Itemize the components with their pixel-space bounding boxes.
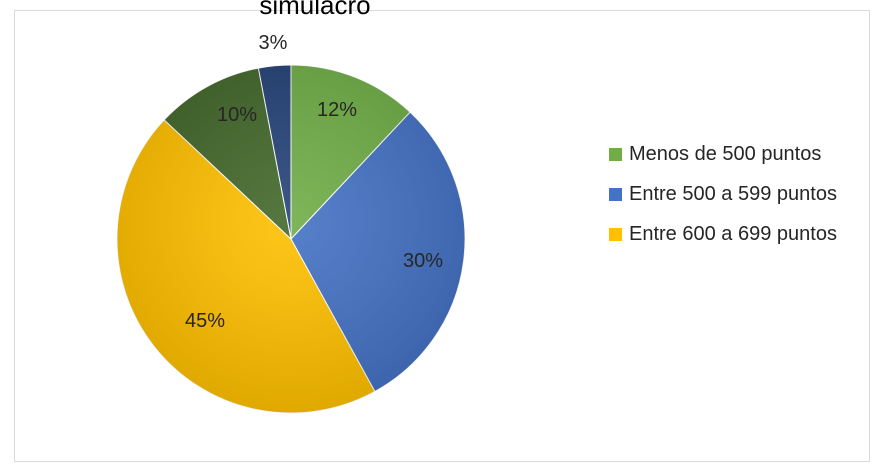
legend-label: Entre 600 a 699 puntos [629, 223, 837, 245]
label-10: 10% [217, 104, 257, 126]
legend: Menos de 500 puntos Entre 500 a 599 punt… [607, 139, 869, 259]
legend-label: Menos de 500 puntos [629, 143, 822, 165]
chart-title: simulacro [259, 0, 371, 20]
legend-label: Entre 500 a 599 puntos [629, 183, 837, 205]
legend-swatch-500-599 [609, 188, 622, 201]
label-3: 3% [259, 32, 288, 54]
legend-item-600-699: Entre 600 a 699 puntos [607, 219, 869, 250]
label-30: 30% [403, 250, 443, 272]
label-12: 12% [317, 99, 357, 121]
legend-item-menos-500: Menos de 500 puntos [607, 139, 869, 170]
legend-swatch-menos-500 [609, 148, 622, 161]
legend-item-500-599: Entre 500 a 599 puntos [607, 179, 869, 210]
legend-swatch-600-699 [609, 228, 622, 241]
label-45: 45% [185, 310, 225, 332]
chart-area: simulacro 12% 30% 45% 10% 3% Menos de 500 pu… [14, 0, 870, 462]
